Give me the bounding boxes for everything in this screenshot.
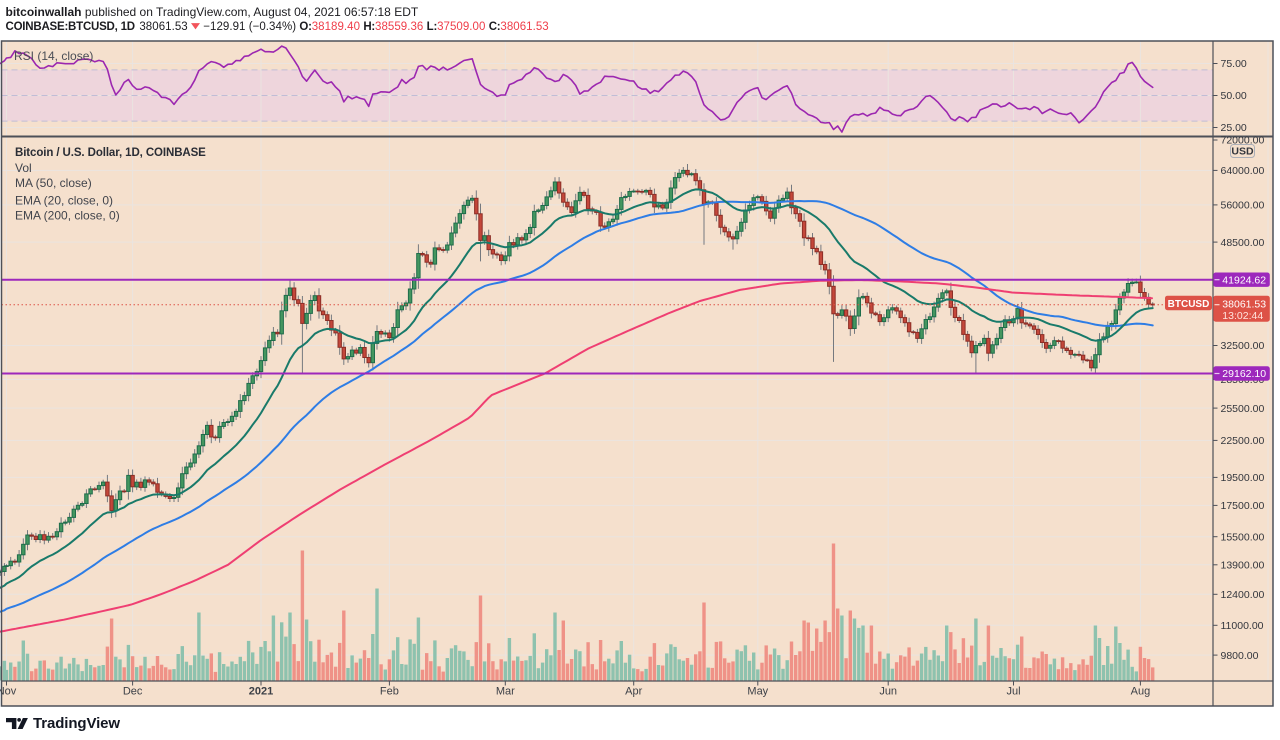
svg-text:USD: USD (1231, 146, 1254, 158)
svg-text:Aug: Aug (1131, 686, 1151, 698)
svg-text:17500.00: 17500.00 (1221, 500, 1265, 512)
svg-text:Vol: Vol (15, 161, 32, 175)
svg-text:75.00: 75.00 (1221, 58, 1247, 70)
svg-text:Jul: Jul (1006, 686, 1020, 698)
svg-text:2021: 2021 (249, 686, 273, 698)
svg-text:May: May (747, 686, 768, 698)
svg-text:25.00: 25.00 (1221, 122, 1247, 134)
svg-text:Nov: Nov (0, 686, 17, 698)
svg-text:41924.62: 41924.62 (1222, 274, 1266, 286)
svg-text:13900.00: 13900.00 (1221, 560, 1265, 572)
svg-text:EMA (20, close, 0): EMA (20, close, 0) (15, 194, 113, 208)
svg-text:22500.00: 22500.00 (1221, 435, 1265, 447)
svg-text:13:02:44: 13:02:44 (1222, 310, 1263, 322)
svg-text:Feb: Feb (380, 686, 399, 698)
svg-text:15500.00: 15500.00 (1221, 531, 1265, 543)
svg-text:72000.00: 72000.00 (1221, 135, 1265, 147)
svg-text:Bitcoin / U.S. Dollar, 1D, COI: Bitcoin / U.S. Dollar, 1D, COINBASE (15, 147, 206, 159)
svg-text:9800.00: 9800.00 (1221, 650, 1259, 662)
svg-text:56000.00: 56000.00 (1221, 200, 1265, 212)
svg-text:MA (50, close): MA (50, close) (15, 176, 92, 190)
svg-text:RSI (14, close): RSI (14, close) (14, 49, 93, 63)
svg-text:64000.00: 64000.00 (1221, 165, 1265, 177)
svg-text:Jun: Jun (879, 686, 897, 698)
svg-text:EMA (200, close, 0): EMA (200, close, 0) (15, 209, 120, 223)
svg-text:32500.00: 32500.00 (1221, 340, 1265, 352)
svg-text:38061.53: 38061.53 (1222, 298, 1266, 310)
svg-text:Apr: Apr (625, 686, 642, 698)
svg-text:19500.00: 19500.00 (1221, 472, 1265, 484)
svg-text:Dec: Dec (123, 686, 143, 698)
svg-text:BTCUSD: BTCUSD (1168, 299, 1210, 310)
svg-text:50.00: 50.00 (1221, 90, 1247, 102)
svg-text:29162.10: 29162.10 (1222, 368, 1266, 380)
svg-text:25500.00: 25500.00 (1221, 403, 1265, 415)
svg-text:Mar: Mar (496, 686, 515, 698)
svg-text:12400.00: 12400.00 (1221, 589, 1265, 601)
svg-text:11000.00: 11000.00 (1221, 620, 1264, 632)
svg-text:48500.00: 48500.00 (1221, 237, 1265, 249)
